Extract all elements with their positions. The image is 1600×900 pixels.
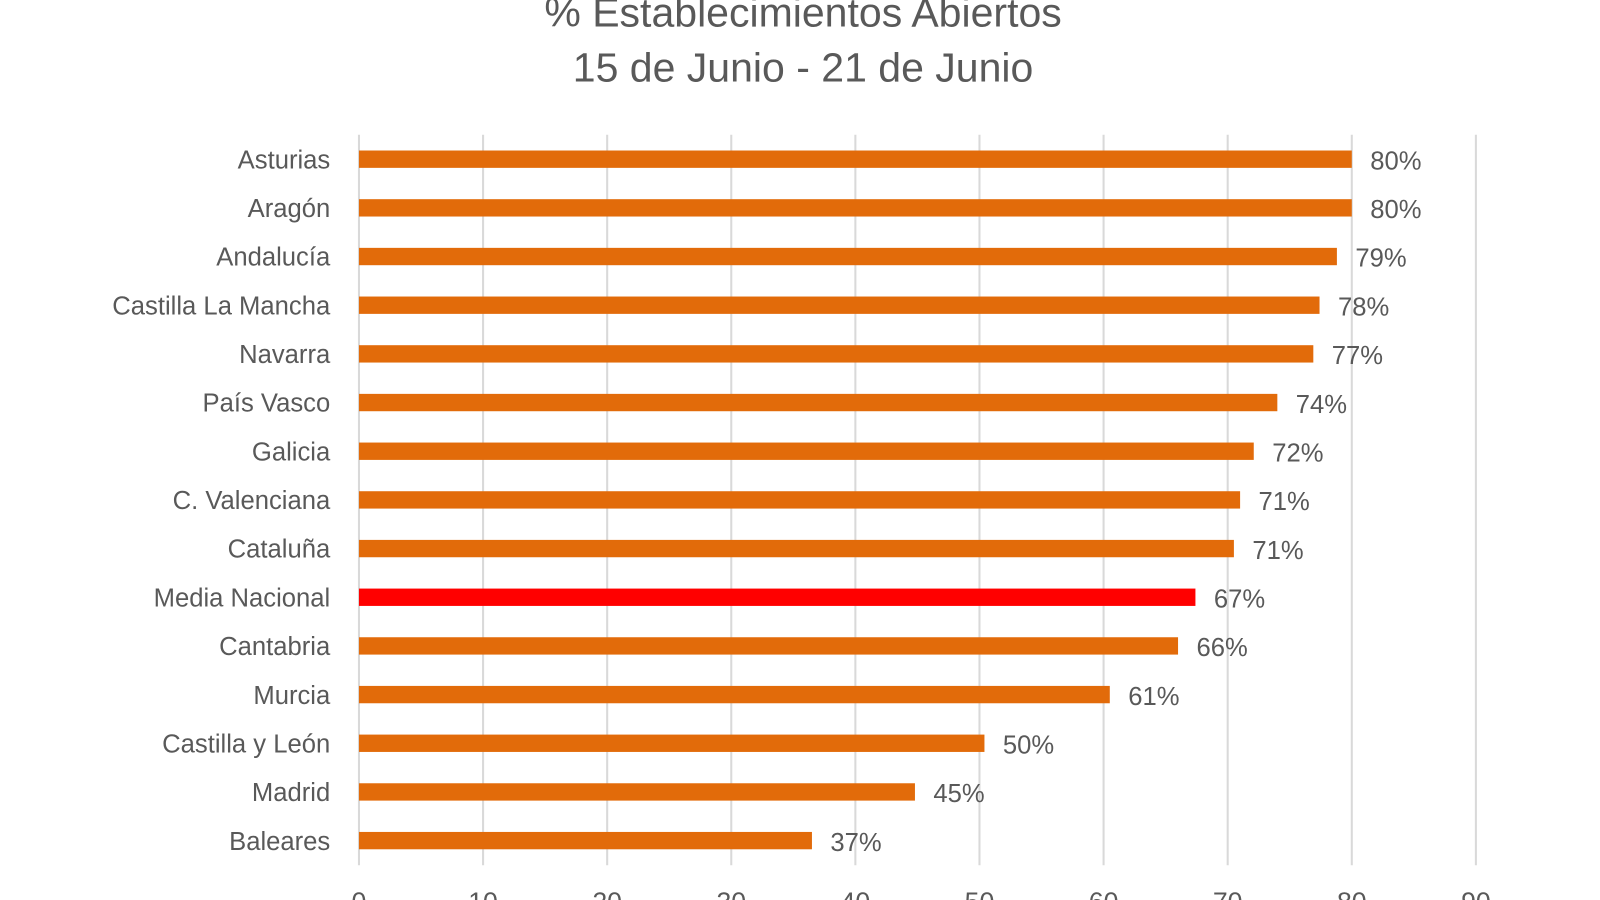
category-label: Madrid	[252, 779, 330, 807]
category-label: Castilla y León	[162, 731, 330, 759]
x-tick-label: 40	[841, 887, 871, 900]
data-label: 45%	[933, 780, 984, 808]
bar	[358, 345, 1314, 363]
data-label: 77%	[1332, 342, 1383, 370]
category-label: Navarra	[239, 341, 331, 369]
bar	[358, 296, 1320, 314]
bar	[358, 783, 915, 801]
x-tick-label: 20	[592, 887, 622, 900]
x-tick-label: 80	[1337, 887, 1367, 900]
category-label: Asturias	[238, 146, 331, 174]
bar	[358, 150, 1352, 168]
data-label: 67%	[1214, 586, 1265, 614]
x-tick-label: 70	[1213, 887, 1243, 900]
data-label: 50%	[1003, 732, 1054, 760]
category-label: Cataluña	[228, 536, 331, 564]
category-label: Castilla La Mancha	[112, 292, 331, 320]
bar	[358, 637, 1179, 655]
data-label: 78%	[1338, 293, 1389, 321]
x-tick-label: 90	[1461, 887, 1491, 900]
data-label: 80%	[1370, 147, 1421, 175]
bar	[358, 831, 812, 850]
bar	[358, 685, 1110, 704]
chart-title: % Establecimientos Abiertos	[544, 0, 1061, 36]
category-label: Galicia	[252, 438, 331, 466]
bar	[358, 393, 1278, 412]
bar	[358, 199, 1352, 217]
x-tick-label: 10	[468, 887, 498, 900]
bar	[358, 247, 1337, 266]
bar	[358, 539, 1234, 558]
data-label: 72%	[1272, 439, 1323, 467]
bar	[358, 442, 1254, 460]
x-tick-label: 30	[716, 887, 746, 900]
data-label: 61%	[1128, 683, 1179, 711]
chart-subtitle: 15 de Junio - 21 de Junio	[573, 45, 1034, 91]
data-label: 71%	[1259, 488, 1310, 516]
x-tick-label: 60	[1089, 887, 1119, 900]
bar	[358, 491, 1241, 509]
category-label: Aragón	[248, 195, 331, 223]
data-label: 71%	[1252, 537, 1303, 565]
data-label: 74%	[1296, 391, 1347, 419]
bar	[358, 588, 1196, 606]
category-label: Murcia	[253, 682, 331, 710]
x-tick-label: 0	[352, 887, 367, 900]
category-label: C. Valenciana	[173, 487, 331, 515]
data-label: 66%	[1197, 634, 1248, 662]
category-label: Andalucía	[216, 244, 331, 272]
category-label: Media Nacional	[154, 584, 331, 612]
bar	[358, 734, 985, 752]
category-label: Cantabria	[219, 633, 331, 661]
category-label: Baleares	[229, 828, 330, 856]
data-label: 37%	[830, 829, 881, 857]
category-label: País Vasco	[203, 390, 331, 418]
data-label: 79%	[1355, 245, 1406, 273]
x-tick-label: 50	[965, 887, 995, 900]
data-label: 80%	[1370, 196, 1421, 224]
